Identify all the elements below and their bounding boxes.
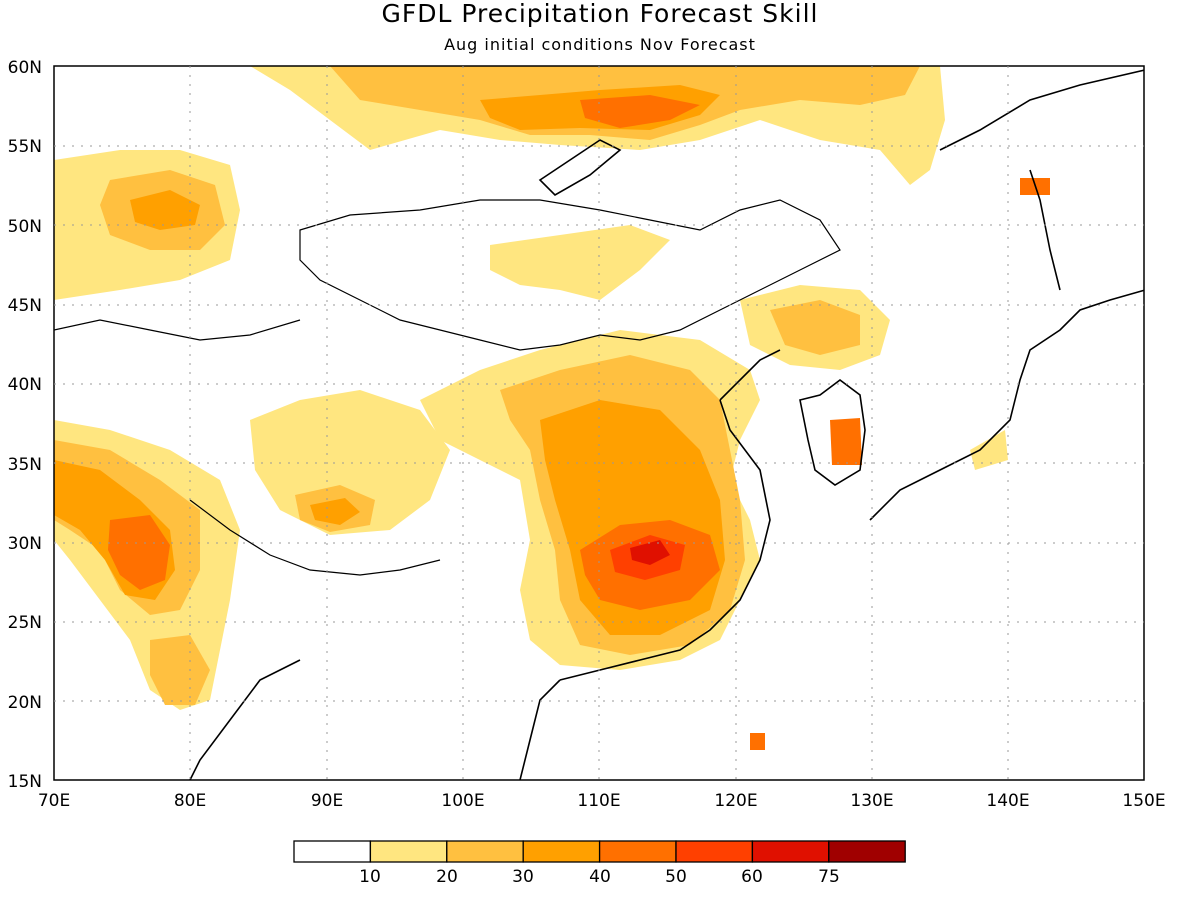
coast-china-east — [559, 399, 771, 681]
x-tick-label: 120E — [714, 791, 757, 811]
contour-west-core — [130, 190, 200, 230]
coast-russia-east — [939, 69, 1144, 151]
x-tick-label: 140E — [986, 791, 1029, 811]
coast-japan — [869, 289, 1144, 521]
legend-label: 10 — [359, 867, 381, 887]
coast-korea — [799, 379, 866, 486]
gridlines — [54, 66, 1144, 780]
x-tick-label: 130E — [850, 791, 893, 811]
legend-label: 50 — [665, 867, 687, 887]
x-tick-label: 70E — [38, 791, 70, 811]
legend-label: 30 — [512, 867, 534, 887]
y-tick-label: 25N — [8, 613, 42, 633]
border-mongolia — [299, 199, 841, 351]
legend-label: 20 — [436, 867, 458, 887]
legend-swatch — [522, 840, 601, 863]
contour-tibet-peak — [310, 498, 360, 525]
map-title: GFDL Precipitation Forecast Skill — [381, 0, 818, 28]
contour-taiwan — [750, 733, 765, 750]
country-borders — [54, 199, 841, 576]
coast-indochina — [519, 679, 561, 780]
legend-label: 40 — [589, 867, 611, 887]
map-subtitle: Aug initial conditions Nov Forecast — [444, 35, 756, 54]
y-tick-label: 20N — [8, 693, 42, 713]
y-tick-label: 50N — [8, 217, 42, 237]
x-axis: 70E 80E 90E 100E 110E 120E 130E 140E 150… — [38, 791, 1166, 811]
x-tick-label: 100E — [441, 791, 484, 811]
coast-bohai — [719, 349, 781, 401]
legend-swatch — [751, 840, 830, 863]
contour-korea — [830, 418, 862, 465]
color-legend: 10 20 30 40 50 60 75 — [293, 840, 906, 887]
y-tick-label: 35N — [8, 455, 42, 475]
border-kazakh — [54, 319, 301, 341]
legend-swatch — [828, 840, 906, 863]
coast-baikal — [538, 139, 622, 196]
x-tick-label: 90E — [311, 791, 343, 811]
y-axis: 60N 55N 50N 45N 40N 35N 30N 25N 20N 15N — [8, 58, 42, 792]
contour-japan — [970, 430, 1008, 470]
coast-india-east — [189, 659, 301, 780]
x-tick-label: 150E — [1122, 791, 1165, 811]
y-tick-label: 60N — [8, 58, 42, 78]
y-tick-label: 30N — [8, 534, 42, 554]
contour-ne-core — [770, 300, 860, 355]
y-tick-label: 55N — [8, 137, 42, 157]
contour-india-peak — [108, 515, 170, 590]
legend-label: 75 — [818, 867, 840, 887]
legend-swatch — [598, 840, 677, 863]
coastlines — [189, 69, 1144, 780]
legend-label: 60 — [741, 867, 763, 887]
x-tick-label: 80E — [174, 791, 206, 811]
y-tick-label: 45N — [8, 296, 42, 316]
contour-india-south — [150, 635, 210, 705]
contour-north-peak — [580, 95, 700, 128]
contour-china-hotspot — [630, 540, 670, 565]
legend-swatch — [293, 840, 372, 863]
y-tick-label: 15N — [8, 772, 42, 792]
contour-mongolia — [490, 225, 670, 300]
legend-swatch — [446, 840, 524, 863]
y-tick-label: 40N — [8, 375, 42, 395]
border-himalaya — [189, 499, 441, 576]
x-tick-label: 110E — [577, 791, 620, 811]
legend-swatch — [675, 840, 754, 863]
skill-contours — [54, 66, 1050, 750]
legend-swatch — [369, 840, 448, 863]
